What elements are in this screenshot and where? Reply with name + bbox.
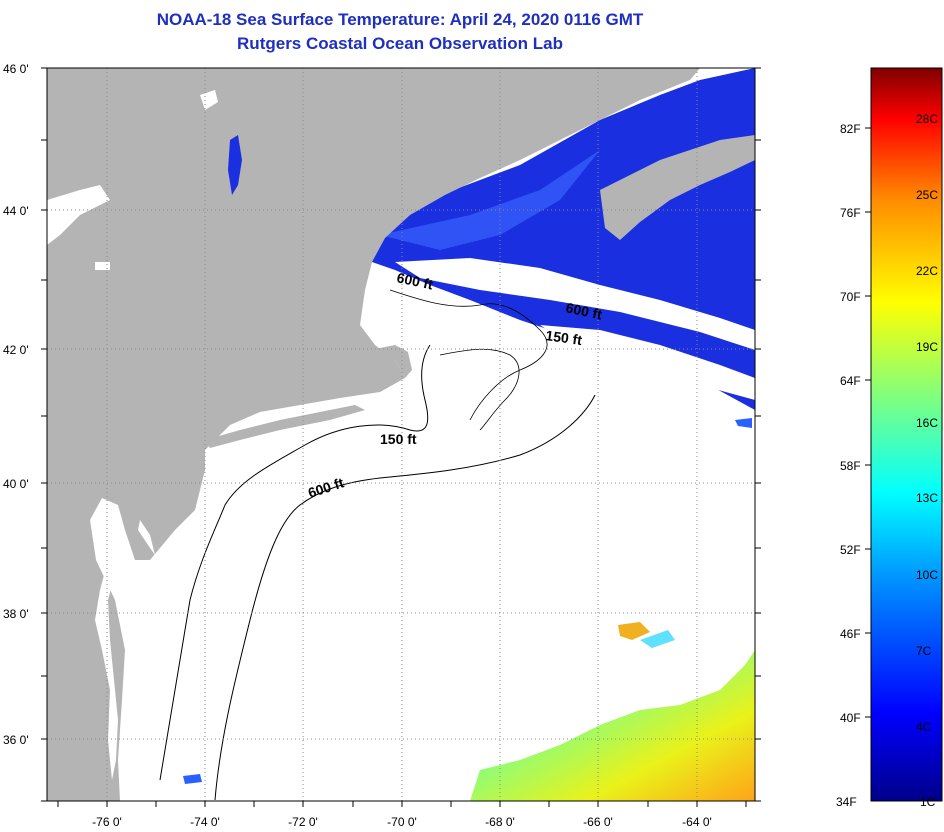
- colorbar-f-label: 52F: [840, 543, 861, 557]
- small-lake: [95, 262, 110, 270]
- colorbar-c-label: 16C: [916, 416, 938, 430]
- colorbar-c-label: 7C: [916, 644, 932, 658]
- contour-gulf-of-maine: [389, 289, 548, 421]
- lake-ontario-edge: [47, 185, 110, 245]
- scattered-cold-pixels: [735, 418, 752, 428]
- lon-label: -76 0': [92, 815, 122, 829]
- warm-eddy: [618, 622, 650, 640]
- colorbar-c-label: 28C: [916, 112, 938, 126]
- scattered-cold-pixels: [183, 774, 202, 784]
- lat-label: 42 0': [3, 343, 29, 357]
- contour-georges-bank: [439, 348, 520, 431]
- land-long-island: [205, 405, 365, 448]
- lon-label: -64 0': [682, 815, 712, 829]
- delaware-bay: [138, 520, 155, 555]
- contour-label-150ft: 150 ft: [380, 431, 417, 447]
- colorbar-f-label: 76F: [840, 206, 861, 220]
- colorbar-f-label: 46F: [840, 627, 861, 641]
- cloud-band-1: [395, 258, 755, 350]
- axis-ticks: [41, 67, 761, 807]
- contour-label-gulf: 150 ft: [545, 327, 584, 348]
- colorbar-f-label: 40F: [840, 711, 861, 725]
- contour-600ft: [214, 394, 596, 801]
- lon-label: -72 0': [288, 815, 318, 829]
- lat-label: 36 0': [3, 733, 29, 747]
- colorbar-c-label: 19C: [916, 340, 938, 354]
- contour-150ft: [159, 344, 431, 781]
- colorbar-c-label: 22C: [916, 264, 938, 278]
- lon-label: -68 0': [485, 815, 515, 829]
- map-frame: [46, 67, 756, 802]
- lon-label: -74 0': [190, 815, 220, 829]
- colorbar-f-label: 58F: [840, 459, 861, 473]
- colorbar-ticks: [865, 127, 871, 718]
- warm-eddy-edge: [640, 630, 675, 648]
- gulf-stream-warm-water: [470, 650, 755, 801]
- lon-label: -70 0': [387, 815, 417, 829]
- lat-label: 40 0': [3, 477, 29, 491]
- contour-label-gulf: 600 ft: [395, 269, 434, 292]
- map-subtitle: Rutgers Coastal Ocean Observation Lab: [237, 34, 563, 53]
- colorbar-c-label: 25C: [916, 188, 938, 202]
- color-bar: [870, 67, 943, 802]
- lat-label: 38 0': [3, 607, 29, 621]
- lake-champlain: [228, 135, 242, 195]
- colorbar-c-label: 10C: [916, 568, 938, 582]
- colorbar-f-label: 82F: [840, 122, 861, 136]
- map-title: NOAA-18 Sea Surface Temperature: April 2…: [156, 10, 644, 29]
- colorbar-f-label: 70F: [840, 290, 861, 304]
- cloud-band-2: [540, 325, 755, 400]
- cold-water-highlight: [380, 150, 600, 250]
- land-mainland: [47, 68, 700, 801]
- colorbar-f-label: 64F: [840, 374, 861, 388]
- lat-label: 44 0': [3, 204, 29, 218]
- colorbar-c-label: 13C: [916, 491, 938, 505]
- colorbar-f-label: 34F: [836, 795, 857, 809]
- cold-water-region: [372, 68, 755, 410]
- colorbar-c-label: 4C: [916, 720, 932, 734]
- land-cape-cod: [370, 345, 412, 378]
- contour-label-gulf: 600 ft: [564, 299, 603, 322]
- lon-label: -66 0': [583, 815, 613, 829]
- land-nova-scotia: [600, 135, 755, 240]
- colorbar-c-label: 1C: [920, 795, 936, 809]
- lat-label: 46 0': [3, 62, 29, 76]
